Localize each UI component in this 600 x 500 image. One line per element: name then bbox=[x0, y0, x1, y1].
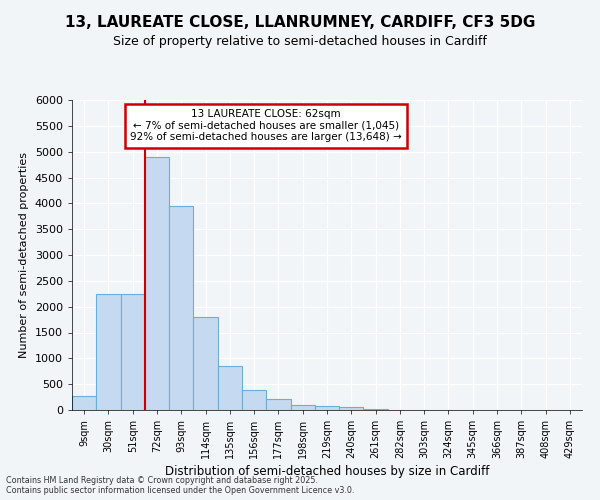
Bar bbox=[266, 399, 290, 410]
X-axis label: Distribution of semi-detached houses by size in Cardiff: Distribution of semi-detached houses by … bbox=[165, 466, 489, 478]
Text: 13, LAUREATE CLOSE, LLANRUMNEY, CARDIFF, CF3 5DG: 13, LAUREATE CLOSE, LLANRUMNEY, CARDIFF,… bbox=[65, 15, 535, 30]
Bar bbox=[218, 366, 242, 410]
Bar bbox=[315, 406, 339, 410]
Y-axis label: Number of semi-detached properties: Number of semi-detached properties bbox=[19, 152, 29, 358]
Bar bbox=[339, 408, 364, 410]
Bar bbox=[169, 206, 193, 410]
Bar bbox=[145, 157, 169, 410]
Bar bbox=[96, 294, 121, 410]
Bar bbox=[121, 294, 145, 410]
Bar bbox=[72, 396, 96, 410]
Bar bbox=[193, 317, 218, 410]
Bar bbox=[290, 405, 315, 410]
Text: Contains HM Land Registry data © Crown copyright and database right 2025.
Contai: Contains HM Land Registry data © Crown c… bbox=[6, 476, 355, 495]
Text: 13 LAUREATE CLOSE: 62sqm
← 7% of semi-detached houses are smaller (1,045)
92% of: 13 LAUREATE CLOSE: 62sqm ← 7% of semi-de… bbox=[130, 110, 401, 142]
Text: Size of property relative to semi-detached houses in Cardiff: Size of property relative to semi-detach… bbox=[113, 35, 487, 48]
Bar bbox=[242, 390, 266, 410]
